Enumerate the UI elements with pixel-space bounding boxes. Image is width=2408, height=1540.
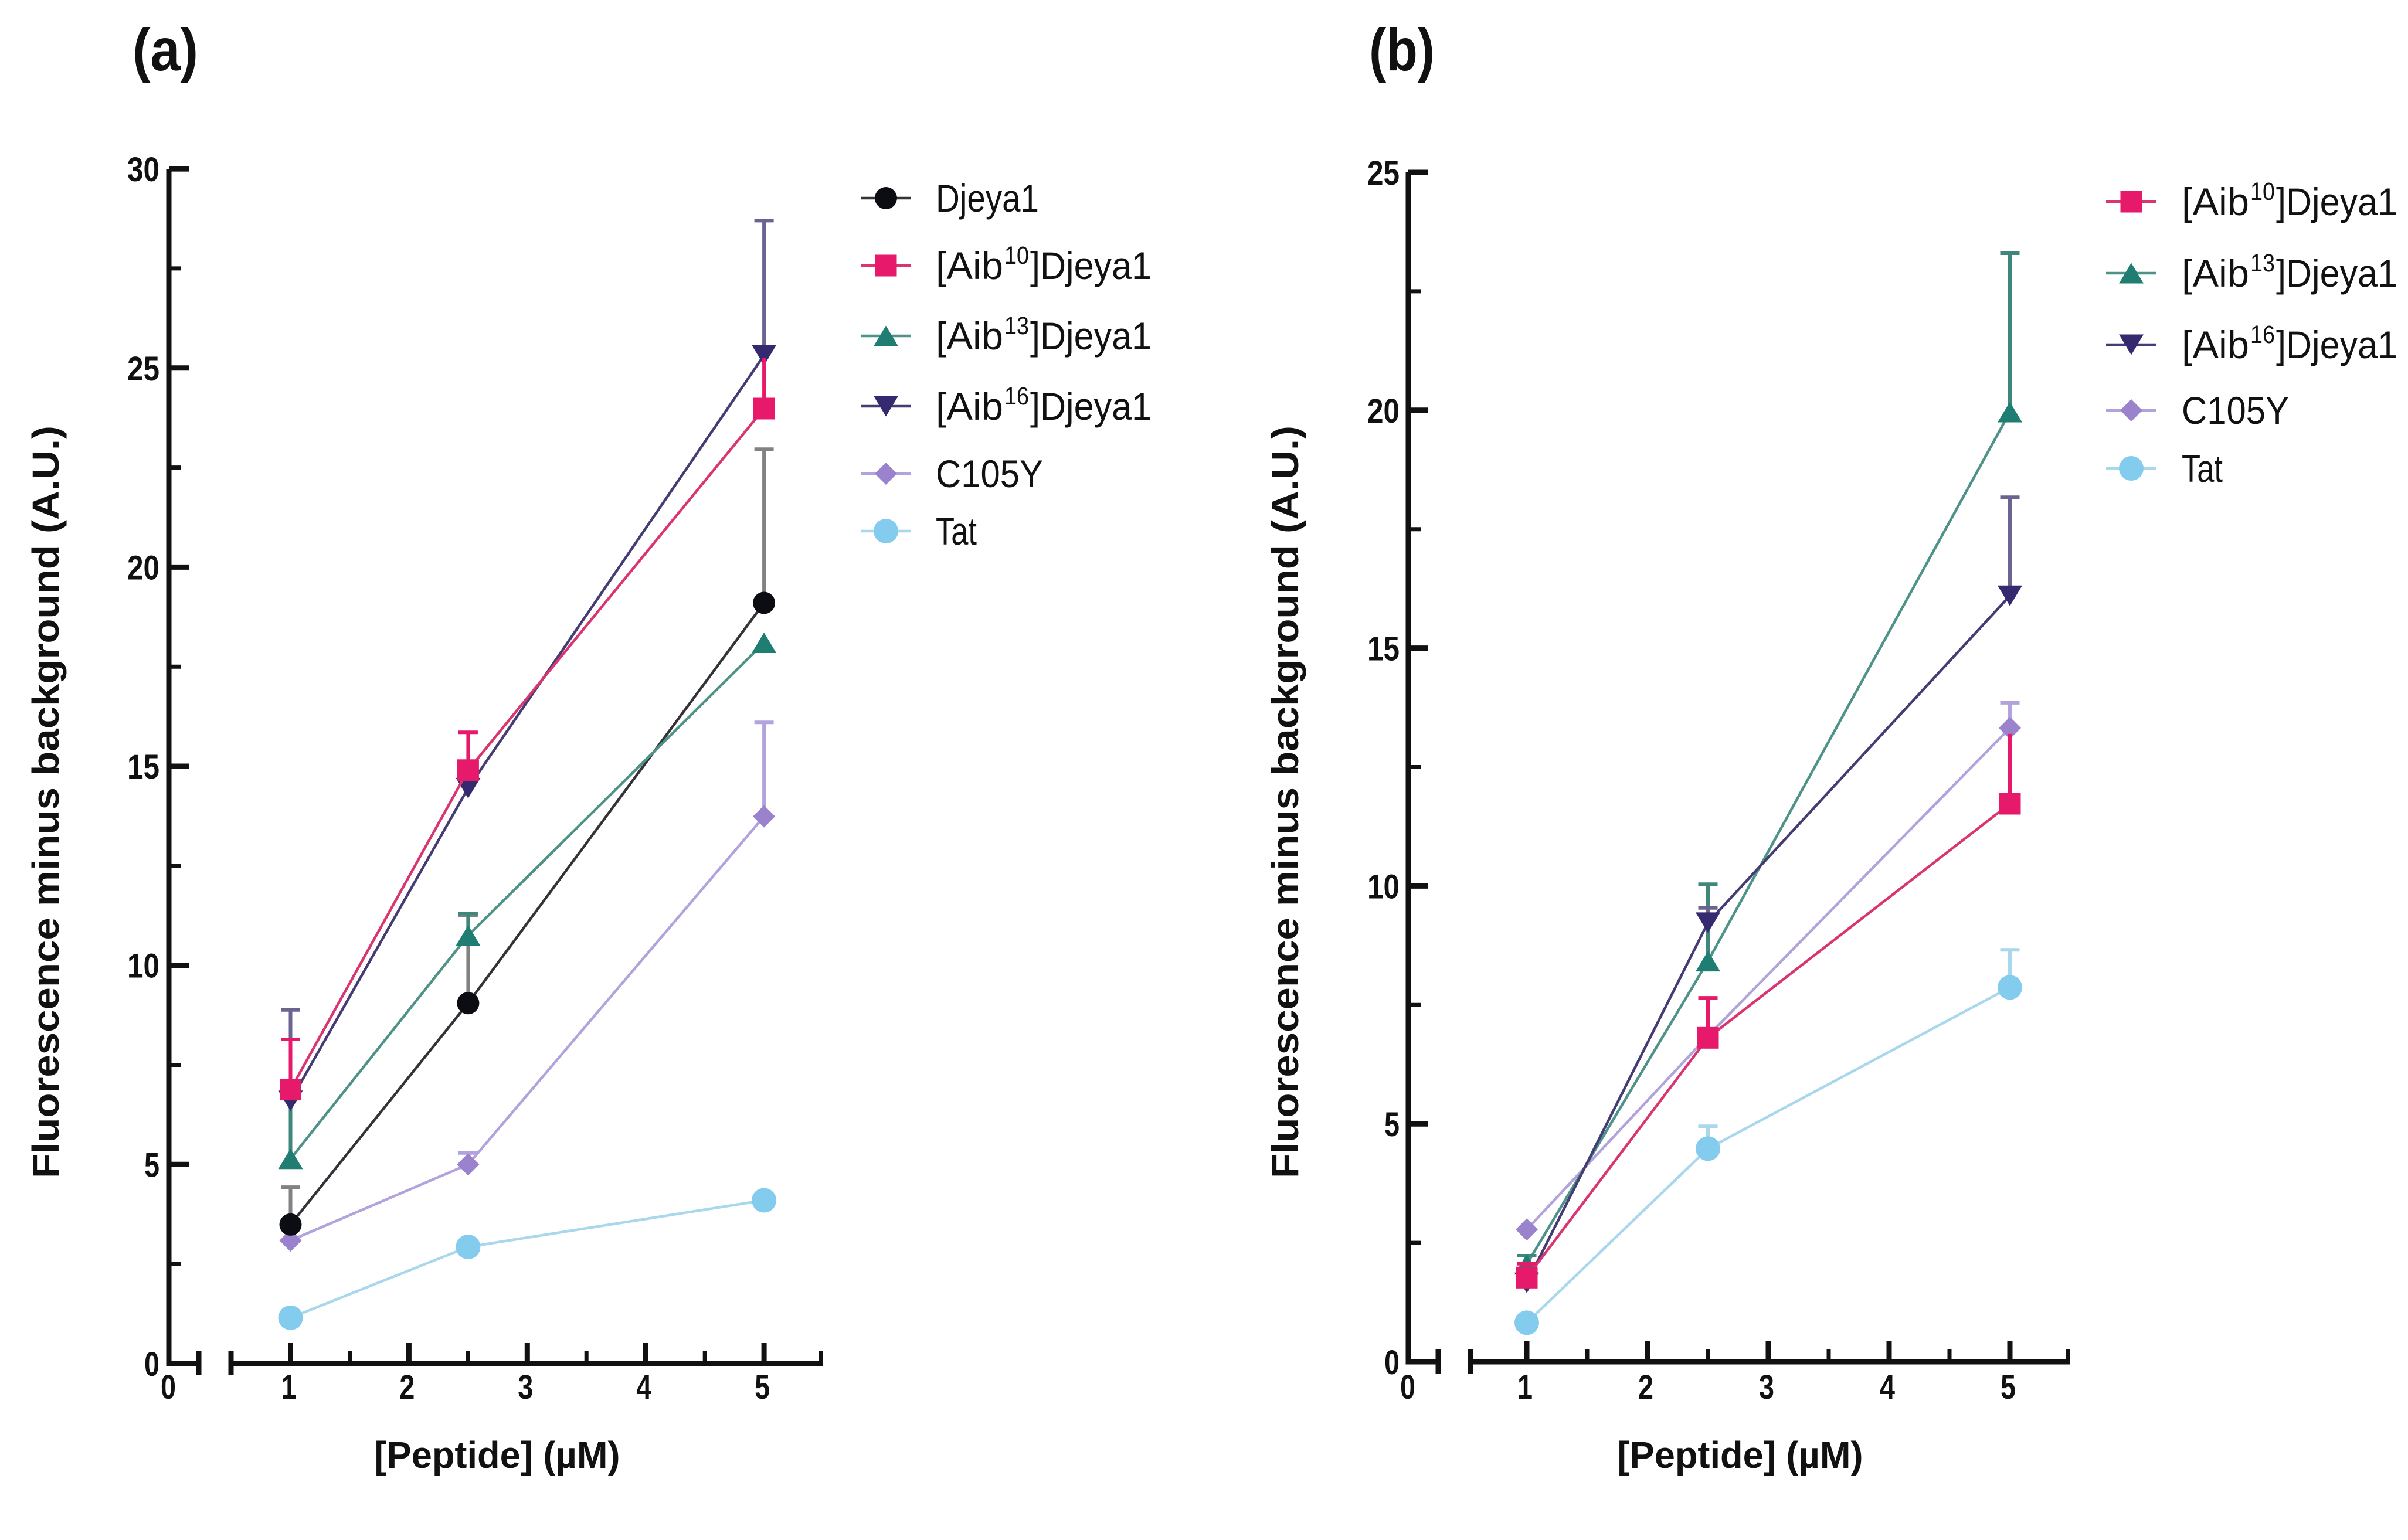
svg-text:1: 1	[1517, 1368, 1533, 1406]
svg-text:]Djeya1: ]Djeya1	[1030, 314, 1152, 358]
svg-text:[Aib: [Aib	[2182, 323, 2249, 366]
svg-text:Fluorescence minus background: Fluorescence minus background (A.U.)	[25, 426, 67, 1178]
svg-text:25: 25	[1367, 154, 1400, 192]
svg-text:13: 13	[1004, 312, 1029, 340]
svg-text:[Aib: [Aib	[2182, 180, 2249, 223]
svg-text:20: 20	[127, 549, 159, 587]
svg-text:]Djeya1: ]Djeya1	[2276, 251, 2397, 295]
svg-text:5: 5	[755, 1368, 770, 1406]
svg-text:15: 15	[127, 748, 159, 786]
svg-text:Djeya1: Djeya1	[936, 176, 1039, 220]
svg-text:]Djeya1: ]Djeya1	[2276, 180, 2397, 223]
svg-text:[Aib: [Aib	[2182, 251, 2249, 295]
svg-text:10: 10	[2250, 178, 2275, 206]
svg-text:25: 25	[127, 350, 159, 388]
svg-text:4: 4	[1880, 1368, 1895, 1406]
svg-text:16: 16	[2250, 321, 2275, 349]
svg-text:0: 0	[144, 1345, 159, 1383]
svg-text:Tat: Tat	[936, 509, 977, 553]
svg-text:0: 0	[161, 1368, 176, 1406]
svg-text:4: 4	[636, 1368, 651, 1406]
svg-text:(b): (b)	[1369, 16, 1435, 83]
svg-text:2: 2	[1638, 1368, 1653, 1406]
svg-text:20: 20	[1367, 392, 1400, 430]
svg-text:[Peptide] (µM): [Peptide] (µM)	[375, 1434, 620, 1476]
svg-text:10: 10	[1004, 242, 1029, 270]
svg-text:C105Y: C105Y	[2182, 389, 2289, 432]
svg-text:5: 5	[2001, 1368, 2016, 1406]
svg-text:5: 5	[144, 1146, 159, 1184]
svg-text:10: 10	[127, 947, 159, 985]
svg-text:5: 5	[1384, 1106, 1400, 1144]
svg-text:3: 3	[518, 1368, 533, 1406]
svg-text:15: 15	[1367, 630, 1400, 668]
svg-text:10: 10	[1367, 868, 1400, 906]
svg-text:1: 1	[281, 1368, 297, 1406]
svg-text:0: 0	[1384, 1344, 1400, 1382]
svg-text:Tat: Tat	[2182, 447, 2223, 490]
svg-text:Fluorescence minus background: Fluorescence minus background (A.U.)	[1264, 426, 1306, 1178]
svg-text:16: 16	[1004, 382, 1029, 410]
svg-text:[Aib: [Aib	[936, 385, 1003, 428]
svg-text:0: 0	[1400, 1368, 1415, 1406]
svg-text:13: 13	[2250, 249, 2275, 277]
svg-text:]Djeya1: ]Djeya1	[2276, 323, 2397, 366]
svg-text:]Djeya1: ]Djeya1	[1030, 244, 1152, 287]
svg-text:(a): (a)	[133, 16, 198, 83]
svg-text:[Aib: [Aib	[936, 314, 1003, 358]
svg-text:3: 3	[1759, 1368, 1774, 1406]
svg-text:[Peptide] (µM): [Peptide] (µM)	[1618, 1434, 1863, 1476]
svg-text:C105Y: C105Y	[936, 452, 1043, 495]
svg-text:]Djeya1: ]Djeya1	[1030, 385, 1152, 428]
svg-text:2: 2	[399, 1368, 415, 1406]
svg-text:30: 30	[127, 151, 159, 189]
svg-text:[Aib: [Aib	[936, 244, 1003, 287]
